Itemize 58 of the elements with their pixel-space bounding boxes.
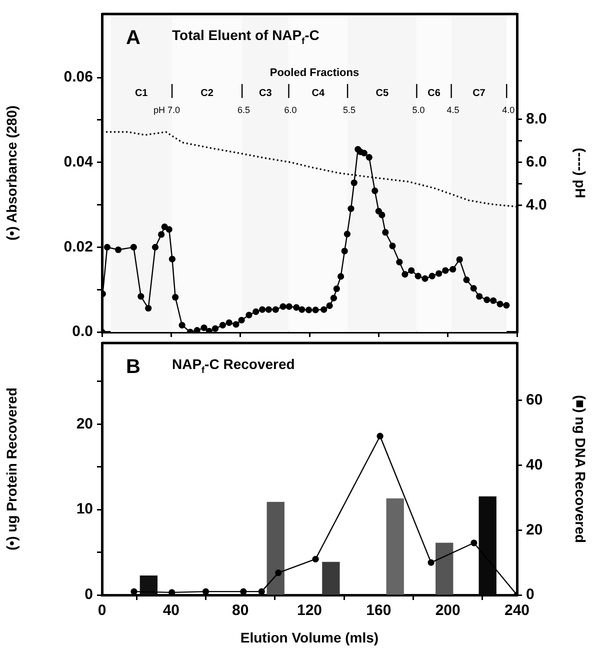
y-tick-label: 0 [84,586,93,604]
y2-tick-label: 40 [526,456,543,474]
band-label: C4 [312,88,325,99]
annotation: pH 7.0 [154,105,180,115]
annotation: 6.0 [284,105,297,115]
y2-tick-label: 20 [526,521,543,538]
y-tick-label: 0.02 [64,238,93,256]
bar [386,498,404,595]
y2-tick-label: 6.0 [526,153,547,170]
point [202,588,210,595]
point [240,588,247,595]
annotation: 5.5 [343,105,356,115]
y2-tick-label: 8.0 [526,110,547,128]
y2-tick-label: 4.0 [526,196,547,214]
band-label: C2 [200,88,214,99]
annotation: Pooled Fractions [270,67,360,79]
y-axis-title: (•) ug Protein Recovered [3,388,20,550]
bar [140,576,158,595]
annotation: 5.0 [412,105,425,115]
y2-tick-label: 0 [526,586,534,604]
point [376,432,384,440]
band-label: C5 [376,88,389,99]
x-tick-label: 0 [98,602,106,620]
point [130,588,138,595]
annotation: 4.0 [502,105,515,115]
point [470,540,478,546]
y-tick-label: 10 [76,500,93,518]
band-label: C3 [259,88,272,99]
x-tick-label: 240 [504,602,530,620]
y-tick-label: 0.06 [64,68,93,86]
x-axis-title: Elution Volume (mls) [240,629,379,646]
y-tick-label: 0.0 [72,323,93,340]
point [312,556,319,562]
point [258,588,265,595]
x-tick-label: 40 [162,602,180,620]
point [428,559,434,566]
y-axis-title: (•) Absorbance (280) [3,105,20,241]
y-tick-label: 20 [76,415,93,432]
y2-tick-label: 60 [526,392,543,409]
band-label: C1 [134,88,148,99]
bar [266,502,284,595]
annotation: 6.5 [238,105,250,115]
y2-axis-title: (■) ng DNA Recovered [572,395,589,543]
band-label: C6 [428,88,441,99]
x-tick-label: 200 [435,602,460,620]
bar [436,542,454,595]
y2-axis-title: (----) pH [572,148,589,198]
band-label: C7 [472,88,486,99]
x-tick-label: 160 [366,602,392,620]
y-tick-label: 0.04 [64,154,94,171]
x-tick-label: 80 [232,602,249,620]
bar [322,562,340,595]
x-tick-label: 120 [296,602,322,620]
annotation: 4.5 [446,105,460,115]
point [168,589,176,595]
annotation: A [126,27,140,49]
annotation: B [126,356,140,378]
point [275,569,282,576]
